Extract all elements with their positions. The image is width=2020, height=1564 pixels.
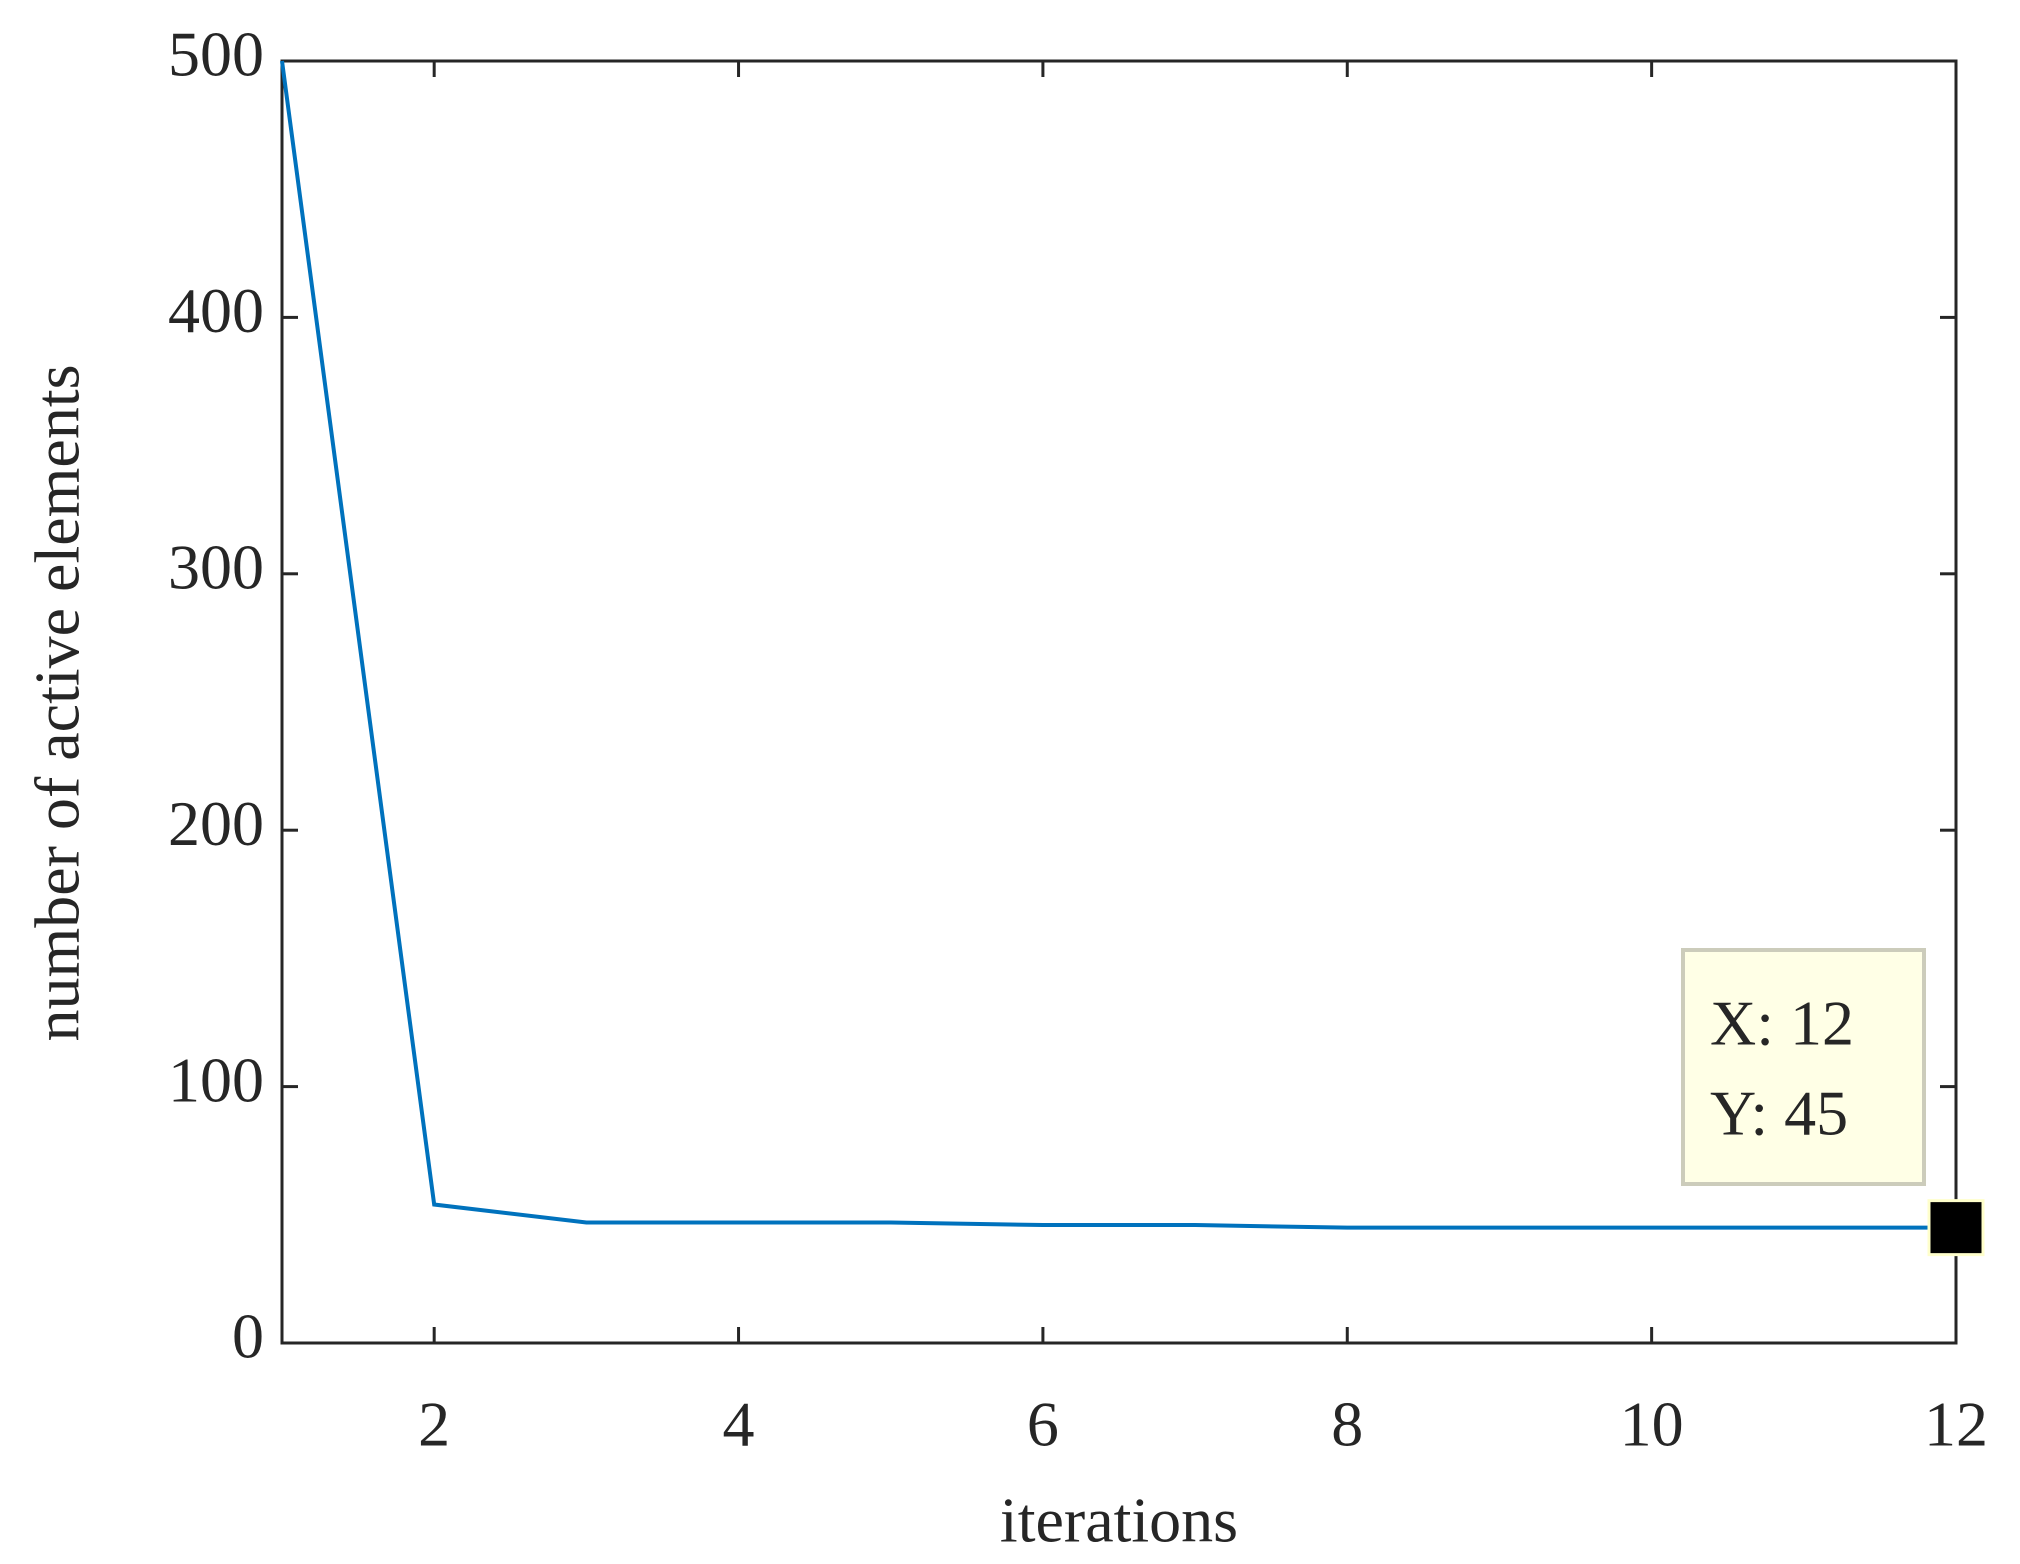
datatip-marker	[1927, 1199, 1985, 1257]
y-tick-label: 200	[168, 788, 264, 859]
y-axis-label: number of active elements	[22, 364, 93, 1041]
x-tick-label: 8	[1331, 1389, 1363, 1460]
y-tick-label: 500	[168, 19, 264, 90]
x-tick-label: 12	[1924, 1389, 1988, 1460]
datatip-text: Y: 45	[1710, 1078, 1848, 1149]
y-tick-label: 300	[168, 531, 264, 602]
axes-box	[280, 59, 1958, 1345]
datatip-text: X: 12	[1710, 988, 1854, 1059]
datatip-box	[1681, 948, 1926, 1186]
y-tick-label: 400	[168, 275, 264, 346]
x-tick-label: 10	[1620, 1389, 1684, 1460]
x-tick-label: 2	[418, 1389, 450, 1460]
y-tick-label: 0	[232, 1301, 264, 1372]
x-axis-label: iterations	[1000, 1485, 1238, 1556]
y-tick-label: 100	[168, 1044, 264, 1115]
data-line	[280, 60, 1956, 1230]
x-tick-label: 6	[1027, 1389, 1059, 1460]
x-tick-label: 4	[723, 1389, 755, 1460]
